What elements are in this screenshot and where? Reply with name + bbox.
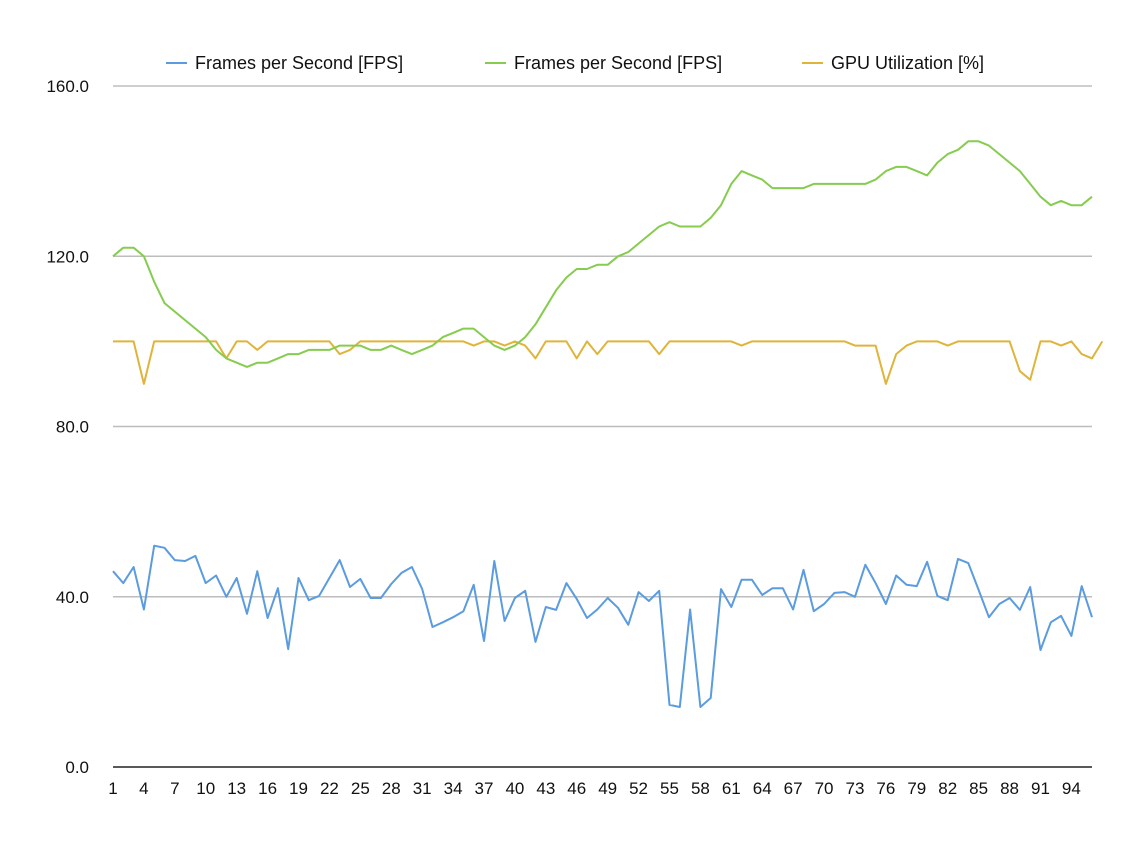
x-tick-label: 94 bbox=[1062, 779, 1081, 798]
legend-label: Frames per Second [FPS] bbox=[514, 53, 722, 73]
y-tick-label: 120.0 bbox=[46, 247, 89, 266]
x-tick-label: 37 bbox=[475, 779, 494, 798]
x-tick-label: 10 bbox=[196, 779, 215, 798]
x-tick-label: 70 bbox=[815, 779, 834, 798]
x-tick-label: 64 bbox=[753, 779, 772, 798]
series-line-2 bbox=[113, 340, 1104, 385]
x-tick-label: 34 bbox=[444, 779, 463, 798]
y-tick-label: 0.0 bbox=[65, 758, 89, 777]
x-tick-label: 40 bbox=[505, 779, 524, 798]
x-tick-label: 4 bbox=[139, 779, 148, 798]
x-tick-label: 19 bbox=[289, 779, 308, 798]
series-line-0 bbox=[112, 544, 1093, 708]
x-tick-label: 76 bbox=[876, 779, 895, 798]
x-tick-label: 82 bbox=[938, 779, 957, 798]
y-tick-label: 80.0 bbox=[56, 418, 89, 437]
legend-label: GPU Utilization [%] bbox=[831, 53, 984, 73]
x-tick-label: 7 bbox=[170, 779, 179, 798]
x-tick-label: 25 bbox=[351, 779, 370, 798]
series-line-1 bbox=[112, 140, 1093, 368]
y-tick-label: 160.0 bbox=[46, 77, 89, 96]
x-tick-label: 55 bbox=[660, 779, 679, 798]
x-tick-label: 88 bbox=[1000, 779, 1019, 798]
x-tick-label: 16 bbox=[258, 779, 277, 798]
x-tick-label: 46 bbox=[567, 779, 586, 798]
x-tick-label: 67 bbox=[784, 779, 803, 798]
x-tick-label: 31 bbox=[413, 779, 432, 798]
x-tick-label: 13 bbox=[227, 779, 246, 798]
x-tick-label: 61 bbox=[722, 779, 741, 798]
y-tick-label: 40.0 bbox=[56, 588, 89, 607]
legend-label: Frames per Second [FPS] bbox=[195, 53, 403, 73]
x-tick-label: 52 bbox=[629, 779, 648, 798]
x-tick-label: 22 bbox=[320, 779, 339, 798]
y-axis-ticks: 0.0 40.0 80.0 120.0 160.0 bbox=[46, 77, 89, 777]
series-lines bbox=[112, 140, 1104, 708]
x-tick-label: 73 bbox=[846, 779, 865, 798]
x-tick-label: 43 bbox=[536, 779, 555, 798]
x-tick-label: 1 bbox=[108, 779, 117, 798]
x-tick-label: 85 bbox=[969, 779, 988, 798]
x-axis-ticks: 1 4 7 10 13 16 19 22 25 28 31 34 37 40 43 46 49 52 55 58 61 6… bbox=[108, 779, 1081, 798]
legend: Frames per Second [FPS] Frames per Second… bbox=[166, 53, 984, 73]
x-tick-label: 79 bbox=[907, 779, 926, 798]
x-tick-label: 58 bbox=[691, 779, 710, 798]
x-tick-label: 91 bbox=[1031, 779, 1050, 798]
gridlines bbox=[113, 85, 1092, 768]
x-tick-label: 49 bbox=[598, 779, 617, 798]
x-tick-label: 28 bbox=[382, 779, 401, 798]
